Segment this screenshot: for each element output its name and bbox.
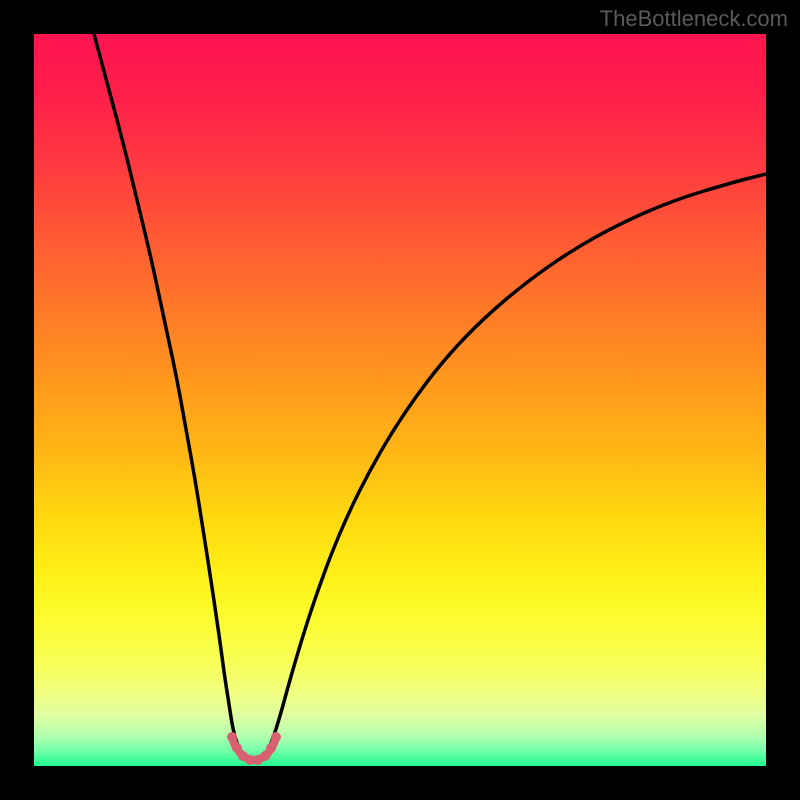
gradient-background bbox=[34, 34, 766, 766]
chart-svg bbox=[34, 34, 766, 766]
valley-marker bbox=[232, 743, 242, 753]
plot-area bbox=[34, 34, 766, 766]
valley-marker bbox=[271, 732, 281, 742]
valley-marker bbox=[266, 743, 276, 753]
valley-marker bbox=[227, 732, 237, 742]
watermark-text: TheBottleneck.com bbox=[600, 6, 788, 32]
valley-marker bbox=[260, 751, 270, 761]
